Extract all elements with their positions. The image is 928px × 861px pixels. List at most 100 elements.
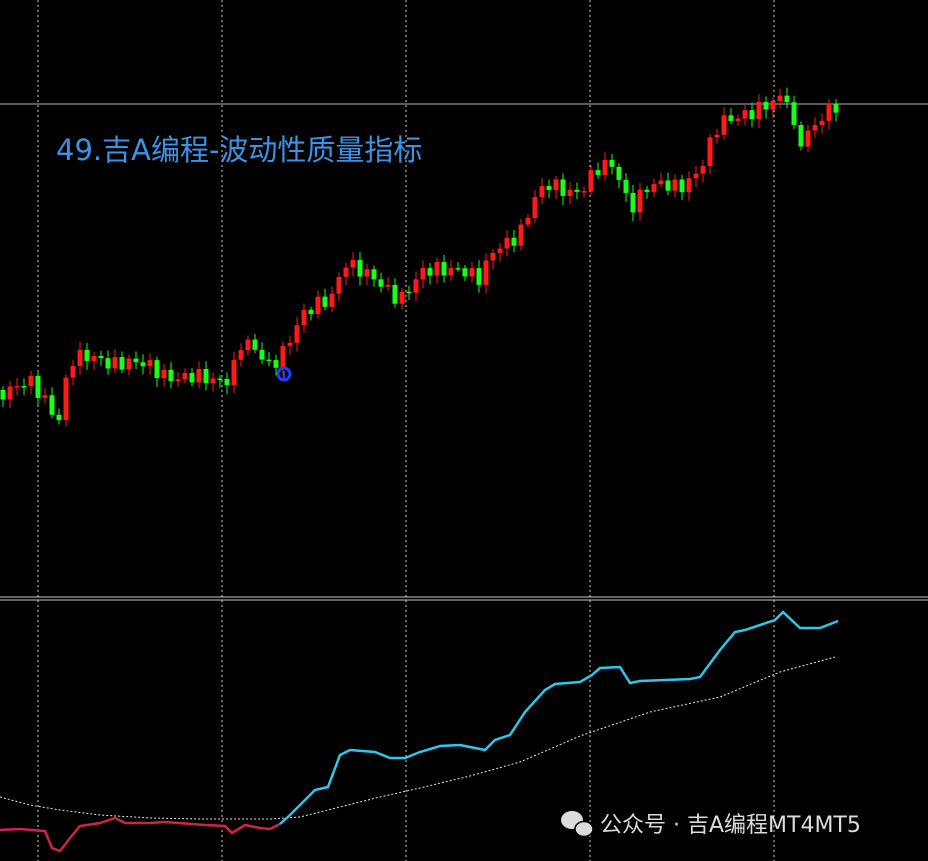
- candle-body: [700, 166, 706, 174]
- candle-body: [763, 101, 769, 110]
- candle-body: [371, 269, 377, 280]
- candle-body: [497, 248, 503, 253]
- candle-body: [504, 237, 510, 249]
- candle-body: [119, 357, 125, 370]
- icon-bubble: [574, 820, 594, 838]
- candle-body: [196, 368, 202, 383]
- candle-body: [21, 386, 27, 388]
- candles: [0, 87, 839, 427]
- candle-body: [679, 179, 685, 193]
- candle-body: [406, 291, 412, 294]
- candle-body: [350, 259, 356, 268]
- candle-body: [441, 262, 447, 276]
- candle-body: [308, 309, 314, 315]
- candle-body: [63, 377, 69, 421]
- wechat-icon: [561, 811, 594, 838]
- candle-body: [784, 95, 790, 103]
- candle-body: [833, 103, 839, 113]
- candle-body: [294, 325, 300, 343]
- candle-body: [644, 189, 650, 192]
- candle-body: [343, 267, 349, 277]
- candle-body: [413, 279, 419, 293]
- candle-body: [756, 101, 762, 120]
- candle-body: [735, 118, 741, 122]
- candle-body: [301, 309, 307, 326]
- candle-body: [469, 268, 475, 277]
- candle-body: [210, 378, 216, 384]
- candle-body: [637, 189, 643, 213]
- candle-body: [714, 134, 720, 138]
- candle-body: [112, 357, 118, 369]
- signal-line: [0, 656, 836, 820]
- indicator: [0, 610, 839, 853]
- candle-body: [273, 360, 279, 368]
- watermark: 公众号 · 吉A编程MT4MT5: [600, 813, 861, 838]
- candle-body: [595, 170, 601, 175]
- grid: [37, 0, 775, 861]
- candle-body: [182, 372, 188, 380]
- candle-body: [749, 110, 755, 120]
- candle-body: [630, 192, 636, 213]
- candle-body: [770, 101, 776, 110]
- candle-body: [231, 359, 237, 386]
- candle-body: [217, 378, 223, 381]
- candle-body: [511, 237, 517, 246]
- candle-body: [518, 224, 524, 246]
- candle-body: [665, 180, 671, 191]
- candle-body: [434, 262, 440, 276]
- candle-body: [56, 414, 62, 421]
- candle-body: [378, 279, 384, 287]
- candle-body: [364, 269, 370, 277]
- candle-body: [686, 178, 692, 193]
- candle-body: [742, 110, 748, 119]
- arrow-marker: [276, 366, 292, 382]
- candle-body: [721, 115, 727, 135]
- candle-body: [245, 339, 251, 351]
- candle-body: [574, 189, 580, 192]
- candle-body: [322, 296, 328, 307]
- candle-body: [329, 293, 335, 307]
- candle-body: [476, 268, 482, 285]
- candle-body: [203, 368, 209, 384]
- candle-body: [133, 358, 139, 363]
- candle-body: [399, 291, 405, 304]
- candle-body: [826, 103, 832, 121]
- quality-line-low: [0, 816, 281, 853]
- candle-body: [420, 268, 426, 280]
- candle-body: [553, 179, 559, 191]
- candle-body: [168, 369, 174, 382]
- candle-body: [175, 379, 181, 382]
- candle-body: [42, 395, 48, 398]
- marker-ring: [276, 366, 292, 382]
- candle-body: [105, 358, 111, 369]
- candle-body: [357, 259, 363, 277]
- candle-body: [651, 184, 657, 192]
- candle-body: [728, 115, 734, 122]
- candle-body: [140, 362, 146, 367]
- candle-body: [0, 390, 6, 400]
- candle-body: [609, 159, 615, 167]
- candle-body: [189, 372, 195, 383]
- candle-body: [280, 345, 286, 368]
- candle-body: [224, 378, 230, 386]
- candle-body: [546, 185, 552, 191]
- candle-body: [14, 386, 20, 388]
- candle-body: [777, 95, 783, 102]
- candle-body: [525, 218, 531, 225]
- candle-body: [812, 125, 818, 131]
- candle-body: [98, 356, 104, 359]
- candle-body: [315, 296, 321, 315]
- candle-body: [672, 179, 678, 191]
- candle-body: [77, 349, 83, 366]
- candle-body: [483, 260, 489, 285]
- candle-body: [266, 359, 272, 362]
- candle-body: [392, 284, 398, 304]
- candle-body: [539, 185, 545, 198]
- candle-body: [84, 349, 90, 361]
- candle-body: [35, 375, 41, 398]
- candle-body: [154, 360, 160, 379]
